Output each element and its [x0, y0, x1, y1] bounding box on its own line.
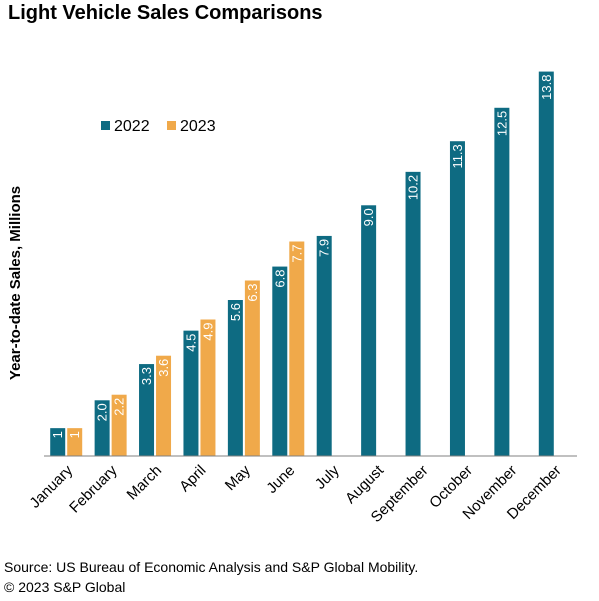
bar-2022-july	[316, 235, 332, 456]
data-label-2022-april: 4.5	[183, 334, 198, 352]
bar-2022-october	[449, 141, 465, 456]
data-label-2022-february: 2.0	[95, 403, 110, 421]
x-tick-label-march: March	[124, 462, 165, 503]
bars-group: 1 1 2.0 2.2 3.3 3.6 4.54.9 5.66.3 6.87.7 7.9 9.0 10…	[50, 71, 554, 457]
legend-label-2023: 2023	[180, 118, 216, 135]
legend-swatch-2023	[167, 121, 176, 130]
bar-2022-november	[494, 107, 510, 457]
bar-2022-september	[405, 171, 421, 456]
bar-2022-december	[538, 71, 554, 457]
bar-2023-may	[244, 280, 260, 456]
bar-2022-march	[139, 364, 155, 456]
data-label-2023-june: 7.7	[289, 245, 304, 263]
bar-2022-june	[272, 266, 288, 456]
x-tick-label-april: April	[176, 462, 209, 495]
source-note: Source: US Bureau of Economic Analysis a…	[4, 559, 419, 575]
bar-2022-february	[94, 400, 110, 456]
x-tick-label-february: February	[66, 462, 121, 517]
data-label-2022-july: 7.9	[317, 239, 332, 257]
x-tick-label-july: July	[312, 462, 343, 493]
bar-2023-april	[200, 319, 216, 456]
bar-2022-august	[361, 205, 377, 456]
data-label-2022-march: 3.3	[139, 367, 154, 385]
data-label-2022-may: 5.6	[228, 303, 243, 321]
bar-2022-may	[227, 300, 243, 456]
data-label-2022-june: 6.8	[272, 270, 287, 288]
data-label-2023-april: 4.9	[200, 323, 215, 341]
chart-title: Light Vehicle Sales Comparisons	[8, 2, 323, 24]
legend-label-2022: 2022	[114, 118, 150, 135]
y-axis-label: Year-to-date Sales, Millions	[7, 186, 24, 380]
bar-2023-june	[289, 241, 305, 456]
data-label-2022-november: 12.5	[494, 111, 509, 136]
data-label-2022-october: 11.3	[450, 144, 465, 168]
data-label-2023-may: 6.3	[245, 284, 260, 302]
x-tick-label-may: May	[222, 462, 254, 494]
x-tick-label-june: June	[263, 462, 298, 497]
bar-2023-january	[67, 428, 83, 456]
copyright-note: © 2023 S&P Global	[4, 579, 126, 595]
data-label-2023-february: 2.2	[112, 398, 127, 416]
bar-chart: 2022 2023 Year-to-date Sales, Millions 1…	[7, 71, 577, 526]
data-label-2022-january: 1	[50, 431, 65, 438]
bar-2023-march	[156, 355, 172, 456]
data-label-2022-december: 13.8	[539, 75, 554, 100]
data-label-2023-march: 3.6	[156, 359, 171, 377]
data-label-2023-january: 1	[67, 431, 82, 438]
data-label-2022-september: 10.2	[406, 175, 421, 200]
legend-swatch-2022	[101, 121, 110, 130]
legend: 2022 2023	[101, 118, 216, 135]
bar-2022-april	[183, 330, 199, 456]
data-label-2022-august: 9.0	[361, 208, 376, 226]
bar-2022-january	[50, 428, 66, 456]
bar-2023-february	[111, 394, 127, 456]
